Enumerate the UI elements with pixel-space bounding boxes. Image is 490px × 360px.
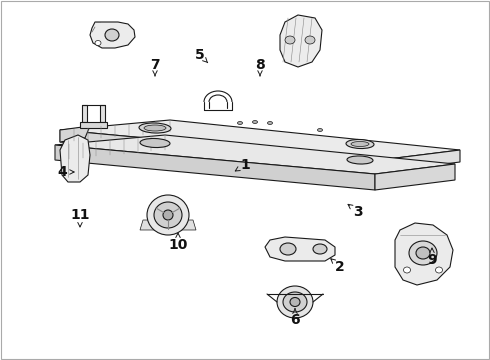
Ellipse shape [140, 139, 170, 148]
Ellipse shape [95, 41, 101, 45]
Polygon shape [55, 145, 375, 190]
Ellipse shape [318, 129, 322, 131]
Text: 3: 3 [353, 205, 363, 219]
Polygon shape [82, 105, 87, 122]
Polygon shape [80, 122, 107, 128]
Polygon shape [60, 120, 460, 160]
Polygon shape [100, 105, 105, 122]
Text: 2: 2 [335, 260, 345, 274]
Ellipse shape [163, 210, 173, 220]
Ellipse shape [139, 123, 171, 133]
Text: 5: 5 [195, 48, 205, 62]
Polygon shape [280, 15, 322, 67]
Ellipse shape [268, 122, 272, 125]
Polygon shape [265, 237, 335, 261]
Polygon shape [55, 135, 455, 174]
Polygon shape [60, 126, 90, 142]
Text: 4: 4 [57, 165, 67, 179]
Ellipse shape [305, 36, 315, 44]
Text: 8: 8 [255, 58, 265, 72]
Polygon shape [380, 150, 460, 172]
Text: 11: 11 [70, 208, 90, 222]
Ellipse shape [280, 243, 296, 255]
Text: 9: 9 [427, 253, 437, 267]
Ellipse shape [283, 292, 307, 312]
Ellipse shape [351, 141, 369, 147]
Ellipse shape [409, 241, 437, 265]
Polygon shape [395, 223, 453, 285]
Polygon shape [375, 164, 455, 190]
Ellipse shape [147, 195, 189, 235]
Ellipse shape [416, 247, 430, 259]
Ellipse shape [285, 36, 295, 44]
Ellipse shape [313, 244, 327, 254]
Polygon shape [90, 22, 135, 48]
Ellipse shape [403, 267, 411, 273]
Ellipse shape [347, 156, 373, 164]
Ellipse shape [436, 267, 442, 273]
Text: 7: 7 [150, 58, 160, 72]
Text: 6: 6 [290, 313, 300, 327]
Polygon shape [60, 135, 90, 182]
Ellipse shape [238, 122, 243, 125]
Ellipse shape [346, 139, 374, 149]
Ellipse shape [277, 286, 313, 318]
Ellipse shape [144, 125, 166, 131]
Ellipse shape [252, 121, 258, 123]
Polygon shape [140, 220, 196, 230]
Text: 10: 10 [168, 238, 188, 252]
Text: 1: 1 [240, 158, 250, 172]
Polygon shape [60, 130, 380, 172]
Ellipse shape [154, 202, 182, 228]
Ellipse shape [290, 297, 300, 306]
Ellipse shape [105, 29, 119, 41]
